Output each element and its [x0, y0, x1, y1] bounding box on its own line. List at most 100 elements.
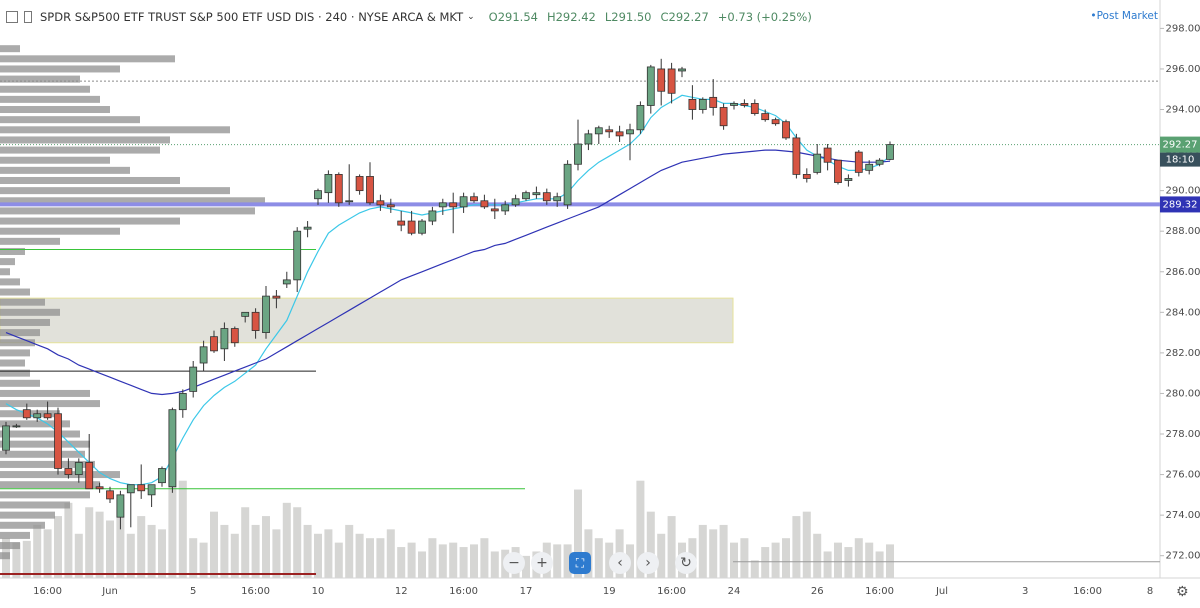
post-market[interactable]: Post Market [1090, 10, 1158, 22]
candle-body [147, 484, 156, 496]
zoom-out-button[interactable]: − [503, 552, 525, 574]
volume-bar [210, 511, 218, 578]
candle-body [688, 98, 697, 110]
candle-body [376, 200, 385, 206]
volume-profile-bar [0, 420, 70, 428]
candle-body [563, 163, 572, 206]
volume-bar [709, 529, 718, 578]
volume-profile-bar [0, 542, 20, 550]
symbol-title[interactable]: SPDR S&P500 ETF TRUST S&P 500 ETF USD DI… [40, 10, 464, 24]
volume-bar [345, 524, 354, 578]
volume-bar [418, 551, 426, 578]
fit-button[interactable]: ⛶ [569, 552, 591, 574]
volume-bar [230, 533, 239, 578]
ohlc-high: H292.42 [546, 10, 596, 24]
candle-body [875, 159, 884, 165]
volume-profile-bar [0, 329, 40, 337]
candle-body [823, 147, 832, 163]
candle-body [522, 192, 530, 200]
zoom-in-button[interactable]: + [531, 552, 553, 574]
volume-bar [854, 538, 863, 578]
volume-profile-bar [0, 247, 25, 255]
volume-bar [480, 538, 489, 578]
volume-profile-bar [0, 379, 40, 387]
candle-body [33, 413, 42, 419]
change: +0.73 (+0.25%) [717, 10, 812, 24]
volume-bar [886, 544, 894, 578]
candle-body [126, 484, 135, 494]
volume-bar [241, 507, 250, 578]
candle-body [698, 98, 707, 110]
volume-bar [262, 516, 270, 578]
zone [0, 297, 734, 344]
candle-body [865, 163, 874, 171]
ohlc-close: C292.27 [660, 10, 709, 24]
time-label: 18:10 [1166, 155, 1195, 166]
candle-body [657, 68, 666, 92]
volume-bar [574, 489, 582, 578]
volume-profile-bar [0, 136, 170, 144]
candle-body [636, 105, 645, 131]
candle-body [43, 413, 52, 419]
volume-profile-bar [0, 207, 255, 215]
y-tick-label: 290.00 [1166, 186, 1200, 197]
volume-profile-bar [0, 116, 140, 124]
volume-profile-bar [0, 85, 90, 93]
candle-body [511, 198, 520, 206]
candle-body [792, 137, 801, 175]
x-tick-label: 19 [603, 586, 616, 597]
moving-average [5, 94, 891, 486]
volume-profile-bar [0, 349, 30, 357]
volume-bar [470, 544, 478, 578]
y-tick-label: 288.00 [1166, 226, 1200, 237]
candle-body [678, 68, 686, 72]
volume-bar [147, 524, 156, 578]
volume-profile-bar [0, 258, 15, 266]
x-tick-label: 12 [395, 586, 408, 597]
reset-button[interactable]: ↻ [675, 552, 697, 574]
volume-bar [522, 555, 530, 578]
volume-profile-bar [0, 450, 85, 458]
volume-bar [314, 533, 322, 578]
candle-body [584, 133, 593, 145]
volume-profile-bar [0, 339, 35, 347]
volume-bar [74, 533, 83, 578]
x-tick-label: 8 [1147, 586, 1153, 597]
volume-bar [366, 538, 374, 578]
candle-body [480, 200, 489, 208]
scroll-left-button[interactable]: ‹ [609, 552, 631, 574]
volume-bar [178, 480, 187, 578]
moving-average [5, 149, 891, 396]
candle-body [64, 468, 73, 475]
volume-bar [719, 524, 728, 578]
volume-bar [698, 524, 707, 578]
volume-profile-bar [0, 166, 130, 174]
volume-profile-bar [0, 471, 120, 479]
volume-bar [158, 529, 166, 578]
icon[interactable] [24, 11, 32, 23]
volume-bar [106, 520, 114, 578]
volume-profile-bar [0, 531, 30, 539]
volume-bar [865, 542, 874, 578]
candle-body [137, 484, 146, 492]
volume-bar [64, 502, 73, 578]
scroll-right-button[interactable]: › [637, 552, 659, 574]
settings-button[interactable]: ⚙ [1176, 584, 1189, 600]
y-tick-label: 286.00 [1166, 267, 1200, 278]
volume-profile-bar [0, 106, 110, 114]
candle-body [230, 328, 239, 344]
icon[interactable] [6, 11, 18, 23]
volume-profile-bar [0, 65, 120, 73]
volume-profile-bar [0, 176, 180, 184]
candle-body [386, 204, 395, 208]
volume-bar [875, 551, 884, 578]
volume-bar [646, 511, 655, 578]
candle-body [646, 66, 655, 106]
volume-profile-bar [0, 197, 265, 205]
candle-body [106, 490, 114, 500]
candle-body [54, 413, 62, 469]
volume-bar [771, 542, 780, 578]
volume-profile-bar [0, 298, 45, 306]
dropdown-caret[interactable]: ⌄ [467, 12, 475, 22]
